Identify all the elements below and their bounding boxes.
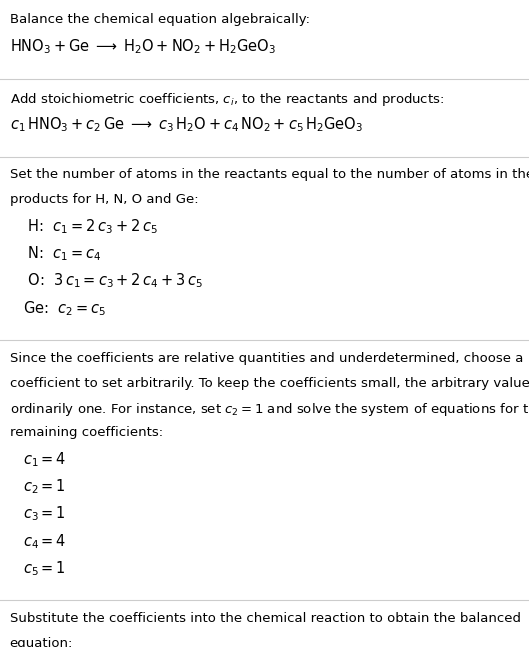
Text: Ge:  $c_2 = c_5$: Ge: $c_2 = c_5$ <box>23 299 106 318</box>
Text: Set the number of atoms in the reactants equal to the number of atoms in the: Set the number of atoms in the reactants… <box>10 168 529 181</box>
Text: $c_2 = 1$: $c_2 = 1$ <box>23 477 66 496</box>
Text: $c_4 = 4$: $c_4 = 4$ <box>23 532 66 551</box>
Text: equation:: equation: <box>10 637 73 647</box>
Text: Substitute the coefficients into the chemical reaction to obtain the balanced: Substitute the coefficients into the che… <box>10 612 521 625</box>
Text: Since the coefficients are relative quantities and underdetermined, choose a: Since the coefficients are relative quan… <box>10 352 523 365</box>
Text: coefficient to set arbitrarily. To keep the coefficients small, the arbitrary va: coefficient to set arbitrarily. To keep … <box>10 377 529 389</box>
Text: Add stoichiometric coefficients, $c_i$, to the reactants and products:: Add stoichiometric coefficients, $c_i$, … <box>10 91 444 107</box>
Text: $\mathrm{HNO_3 + Ge \;\longrightarrow\; H_2O + NO_2 + H_2GeO_3}$: $\mathrm{HNO_3 + Ge \;\longrightarrow\; … <box>10 38 276 56</box>
Text: O:  $3\,c_1 = c_3 + 2\,c_4 + 3\,c_5$: O: $3\,c_1 = c_3 + 2\,c_4 + 3\,c_5$ <box>23 272 203 291</box>
Text: ordinarily one. For instance, set $c_2 = 1$ and solve the system of equations fo: ordinarily one. For instance, set $c_2 =… <box>10 401 529 418</box>
Text: Balance the chemical equation algebraically:: Balance the chemical equation algebraica… <box>10 13 309 26</box>
Text: $c_1\,\mathrm{HNO_3} + c_2\,\mathrm{Ge} \;\longrightarrow\; c_3\,\mathrm{H_2O} +: $c_1\,\mathrm{HNO_3} + c_2\,\mathrm{Ge} … <box>10 115 363 134</box>
Text: $c_5 = 1$: $c_5 = 1$ <box>23 559 66 578</box>
Text: remaining coefficients:: remaining coefficients: <box>10 426 162 439</box>
Text: N:  $c_1 = c_4$: N: $c_1 = c_4$ <box>23 245 102 263</box>
Text: H:  $c_1 = 2\,c_3 + 2\,c_5$: H: $c_1 = 2\,c_3 + 2\,c_5$ <box>23 217 158 236</box>
Text: products for H, N, O and Ge:: products for H, N, O and Ge: <box>10 193 198 206</box>
Text: $c_1 = 4$: $c_1 = 4$ <box>23 450 66 469</box>
Text: $c_3 = 1$: $c_3 = 1$ <box>23 505 66 523</box>
